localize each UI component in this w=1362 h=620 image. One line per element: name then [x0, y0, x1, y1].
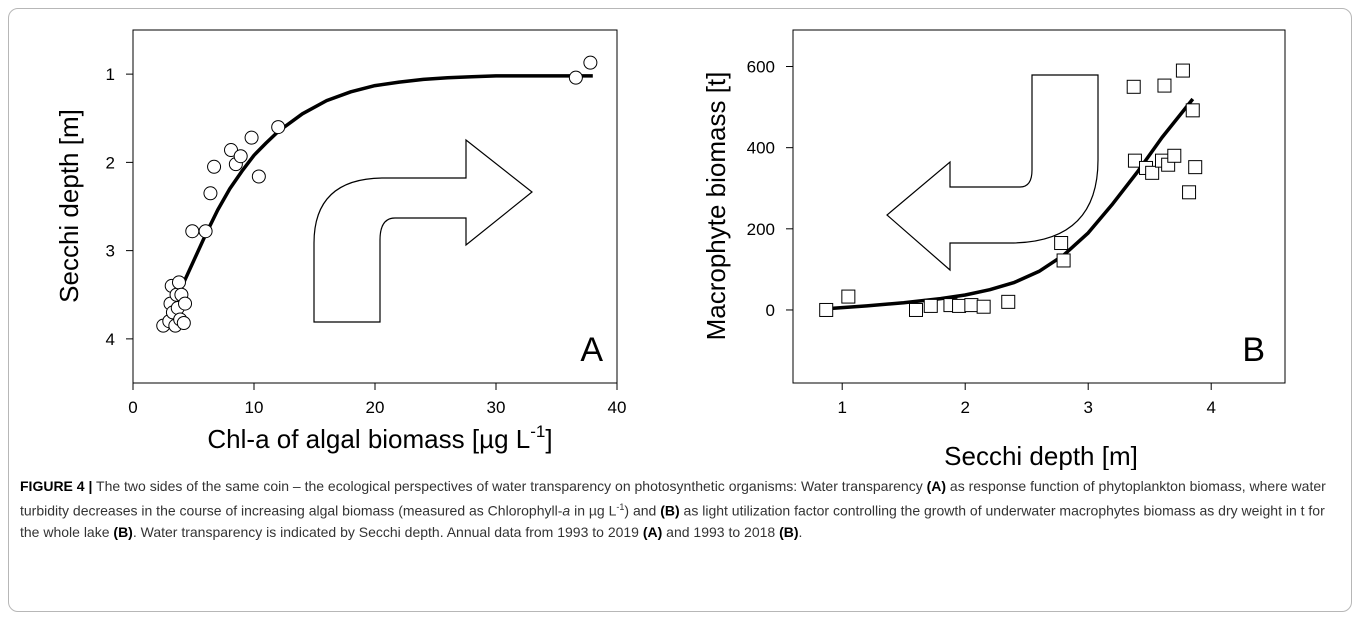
panel-b-data-point: [1001, 294, 1016, 309]
caption-figure-label: FIGURE 4 |: [20, 478, 93, 494]
panel-a-data-point: [176, 315, 191, 330]
caption-ref: (B): [113, 523, 133, 540]
panel-b-data-point: [1056, 253, 1071, 268]
panel-b-y-tick-label: 0: [766, 301, 775, 320]
panel-b-data-point: [909, 302, 923, 317]
caption-superscript: -1: [616, 502, 625, 512]
panel-b-data-point: [1175, 63, 1190, 78]
caption-ref: (A): [926, 478, 947, 494]
panel-b-y-tick-label: 200: [747, 220, 775, 239]
panel-a-x-tick-label: 20: [366, 398, 385, 417]
panel-b-data-point: [1157, 78, 1172, 93]
panel-a-x-tick-label: 40: [608, 398, 627, 417]
panel-b-data-point: [923, 298, 938, 313]
panel-b-x-axis-label: Secchi depth [m]: [944, 441, 1138, 470]
panel-a-label: A: [580, 331, 603, 369]
figure-frame: [8, 8, 1352, 612]
panel-b-data-point: [1145, 165, 1160, 180]
panel-b-y-tick-label: 600: [747, 58, 775, 77]
panel-b-data-point: [819, 302, 834, 317]
panel-a-x-axis-label: Chl-a of algal biomass [µg L-1]: [207, 422, 552, 454]
panel-a-data-point: [207, 159, 222, 174]
caption-ref: (A): [642, 523, 663, 540]
caption-text: as light utilization factor controlling …: [20, 502, 1325, 540]
panel-b-label: B: [1242, 331, 1265, 369]
panel-b-curved-arrow: [886, 74, 1099, 272]
caption-ref: (B): [660, 502, 680, 519]
panel-a-x-tick-label: 10: [245, 398, 264, 417]
panel-b-data-point: [952, 298, 967, 313]
panel-a-x-axis-label-superscript: -1: [530, 422, 545, 441]
panel-a-arrow-shape: [313, 138, 533, 323]
caption-ref: (B): [779, 523, 799, 540]
panel-a-data-point: [203, 186, 218, 201]
panel-a-y-axis-label: Secchi depth [m]: [54, 109, 84, 303]
panel-b-x-tick-label: 4: [1206, 398, 1215, 417]
panel-a-curved-arrow: [313, 138, 533, 323]
caption-text: .: [798, 523, 803, 540]
panel-b-x-tick-label: 1: [837, 398, 846, 417]
panel-a-data-point: [244, 130, 259, 145]
panel-b-arrow-shape: [886, 74, 1099, 272]
panel-b-y-axis-label: Macrophyte biomass [t]: [701, 72, 731, 341]
panel-a-x-tick-label: 0: [128, 398, 137, 417]
panel-a: 0 10 20 30 40 1 2 3 4 A Secchi depth [m] Chl-a o…: [54, 29, 627, 454]
panel-b-data-point: [964, 298, 979, 313]
caption-text: ) and: [624, 502, 661, 519]
panel-a-y-tick-label: 1: [106, 65, 115, 84]
panel-b-fit-curve: [826, 97, 1195, 311]
panel-b-data-point: [1126, 79, 1141, 94]
panel-b-x-tick-label: 2: [960, 398, 969, 417]
panel-a-x-axis-label-main: Chl-a of algal biomass [µg L: [207, 424, 530, 454]
panel-a-y-tick-label: 2: [106, 153, 115, 172]
panel-b-data-point: [1182, 185, 1197, 200]
panel-a-data-point: [251, 169, 266, 184]
panel-a-data-point: [178, 296, 193, 311]
panel-b-data-point: [1054, 236, 1069, 251]
panel-a-data-point: [233, 149, 248, 164]
panel-b-data-point: [1167, 148, 1182, 163]
caption-italic: a: [562, 502, 571, 519]
panel-a-y-tick-label: 3: [106, 242, 115, 261]
panel-b-y-tick-label: 400: [747, 139, 775, 158]
figure-caption: FIGURE 4 | The two sides of the same coi…: [20, 476, 1342, 543]
panel-a-fit-curve: [161, 74, 593, 330]
panel-b-data-point: [1185, 103, 1200, 118]
panel-a-data-point: [171, 275, 186, 290]
panel-a-data-point: [198, 224, 213, 239]
caption-text: . Water transparency is indicated by Sec…: [132, 523, 643, 540]
caption-text: in µg L: [570, 502, 617, 519]
panel-b-x-tick-label: 3: [1083, 398, 1092, 417]
panel-b-data-point: [1127, 153, 1142, 168]
panel-a-data-point: [568, 70, 583, 85]
caption-text: and 1993 to 2018: [662, 523, 780, 540]
caption-text: The two sides of the same coin – the eco…: [92, 478, 927, 494]
caption-text: as response function of phytoplankton bi…: [20, 478, 1326, 519]
panel-b-data-point: [841, 289, 856, 304]
panel-a-x-tick-label: 30: [487, 398, 506, 417]
panel-a-x-axis-label-end: ]: [545, 424, 552, 454]
panel-a-y-tick-label: 4: [106, 330, 115, 349]
panel-b-plot-frame: [792, 29, 1286, 384]
panel-a-data-point: [271, 120, 286, 135]
panel-b-data-point: [976, 299, 991, 314]
panel-b-data-point: [1188, 160, 1203, 175]
panel-a-data-point: [185, 224, 200, 239]
panel-a-data-point: [583, 55, 598, 70]
